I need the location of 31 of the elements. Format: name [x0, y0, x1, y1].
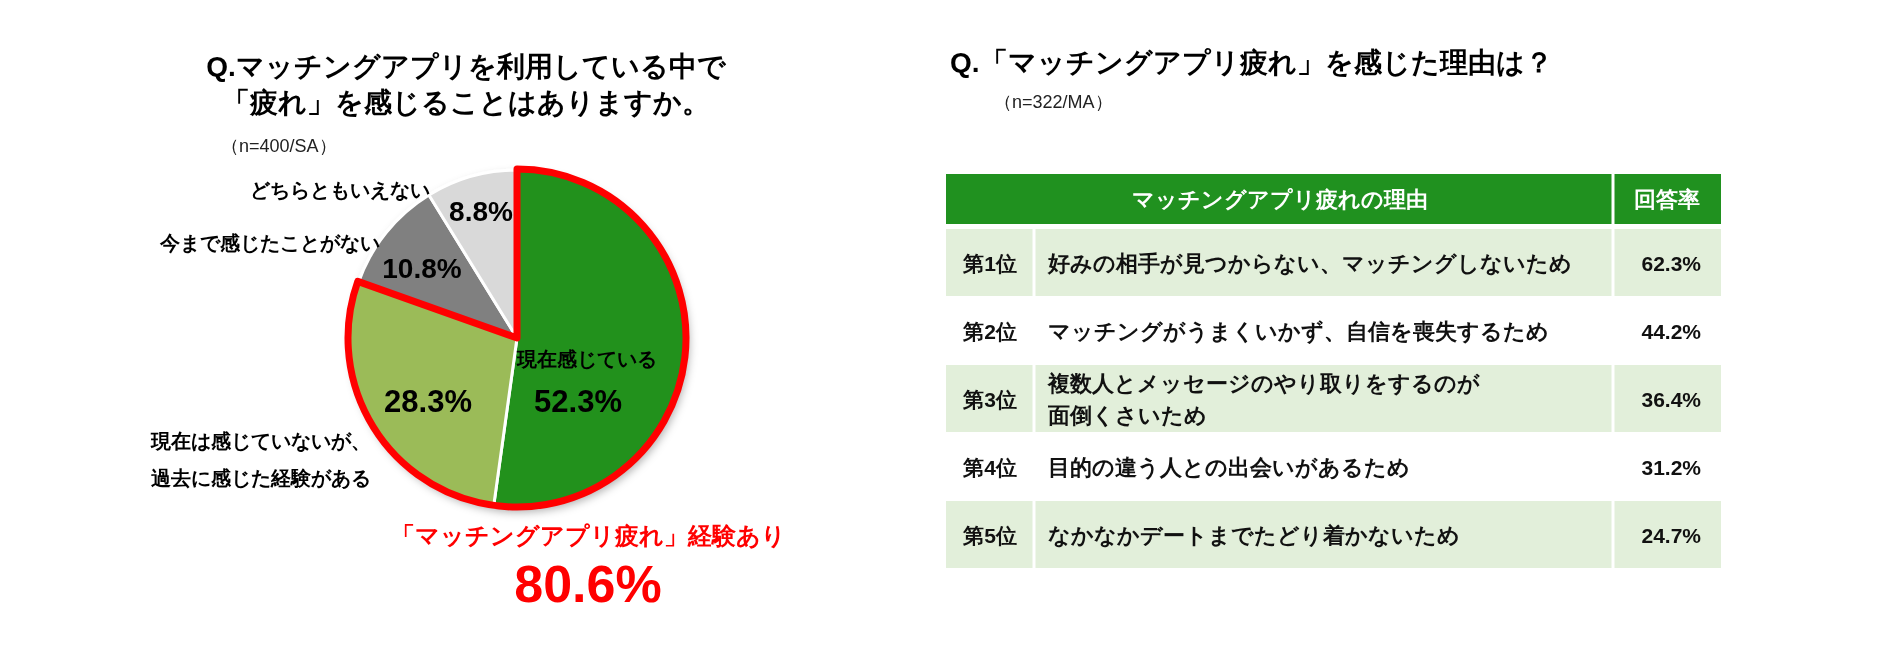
chart-title: Q.マッチングアプリを利用している中で「疲れ」を感じることはありますか。 [206, 51, 727, 118]
category-label: 第3位 [963, 387, 1017, 411]
data-label: 28.3% [384, 383, 472, 419]
slice-label: 今まで感じたことがない [159, 232, 380, 254]
text: 36.4% [1641, 387, 1701, 411]
text: Q.「マッチングアプリ疲れ」を感じた理由は？ [950, 47, 1553, 78]
data-label: 10.8% [382, 252, 462, 284]
category-label: 第2位 [963, 319, 1017, 343]
category-label: なかなかデートまでたどり着かないため [1048, 522, 1460, 548]
category-label: 目的の違う人との出会いがあるため [1048, 454, 1410, 480]
text: 31.2% [1641, 455, 1701, 479]
text: マッチングアプリ疲れの理由 [1131, 186, 1428, 212]
category-label: 第1位 [963, 251, 1017, 275]
data-label: 8.8% [449, 195, 514, 227]
text: 回答率 [1634, 186, 1700, 212]
text: 44.2% [1641, 319, 1701, 343]
chart-subtitle: （n=400/SA） [221, 136, 337, 156]
category-label: 好みの相手が見つからない、マッチングしないため [1047, 250, 1572, 276]
text: 80.6% [514, 555, 662, 613]
category-label: 第4位 [963, 455, 1017, 479]
category-label: 第5位 [963, 523, 1017, 547]
slice-label: 現在感じている [516, 348, 657, 370]
category-label: 複数人とメッセージのやり取りをするのが面倒くさいため [1047, 370, 1480, 428]
text: （n=322/MA） [994, 92, 1113, 112]
text: 「マッチングアプリ疲れ」経験あり [390, 522, 786, 549]
data-label: 52.3% [534, 383, 622, 419]
slice-label: 現在は感じていないが、過去に感じた経験がある [150, 430, 371, 489]
slice-label: どちらともいえない [250, 179, 430, 201]
category-label: マッチングがうまくいかず、自信を喪失するため [1048, 318, 1549, 345]
text: 62.3% [1641, 251, 1701, 275]
text: 24.7% [1641, 523, 1701, 547]
